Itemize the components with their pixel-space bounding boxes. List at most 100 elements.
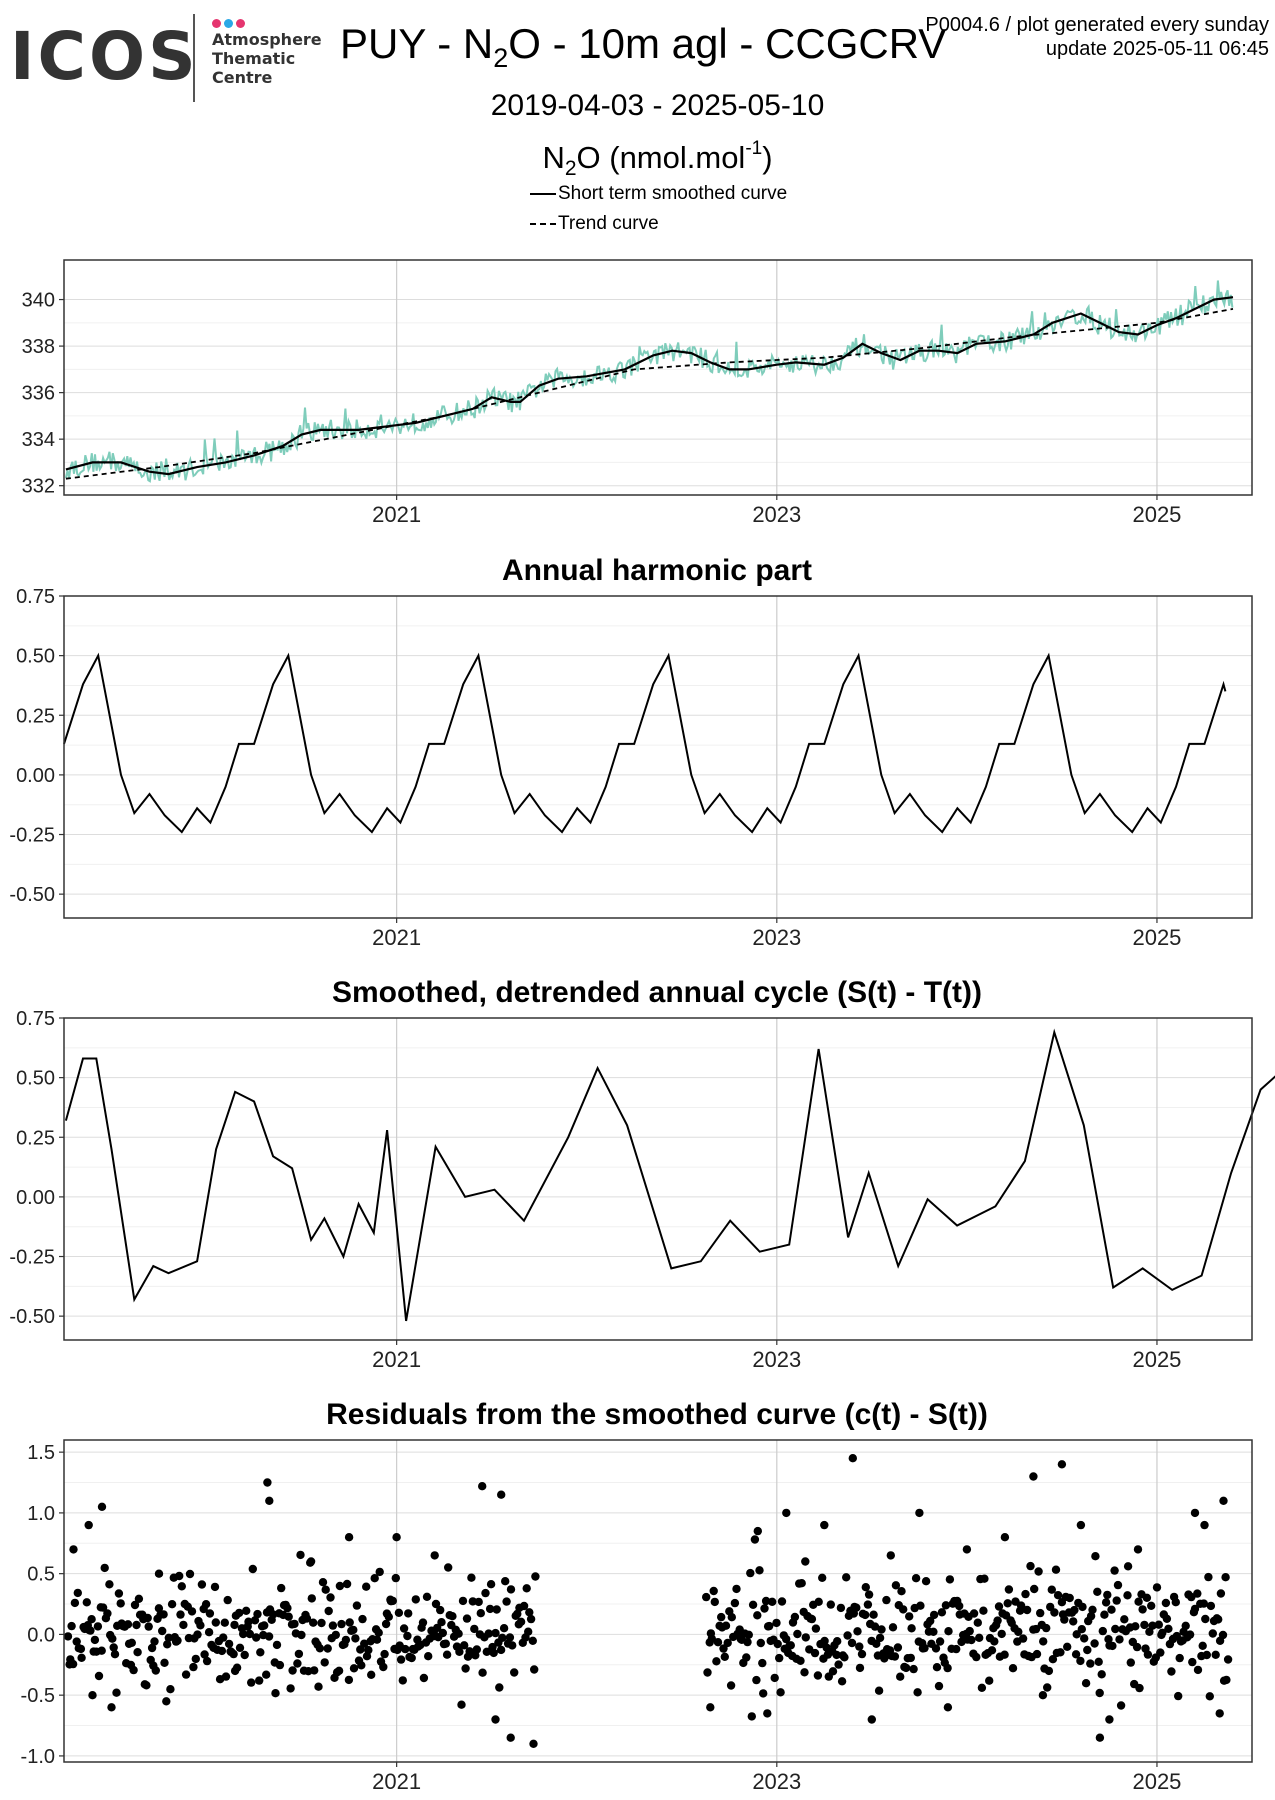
y-tick-label: 336	[22, 383, 55, 405]
y-tick-label: -0.5	[21, 1685, 55, 1707]
residual-point	[772, 1618, 781, 1628]
residual-point	[422, 1592, 432, 1602]
residual-point	[130, 1600, 140, 1610]
residual-point	[790, 1612, 800, 1622]
residual-point	[196, 1621, 205, 1630]
residual-point	[326, 1593, 335, 1602]
residual-point	[1038, 1691, 1048, 1700]
residual-point	[758, 1658, 767, 1668]
residual-point	[969, 1609, 979, 1618]
residual-point	[444, 1563, 453, 1572]
residual-point	[375, 1567, 384, 1577]
residual-point	[713, 1638, 723, 1647]
residual-point	[525, 1608, 534, 1617]
residual-point	[112, 1688, 121, 1697]
legend-item-trend: Trend curve	[530, 209, 787, 239]
residual-point	[486, 1580, 496, 1589]
residual-point	[154, 1604, 164, 1613]
residual-point	[1090, 1639, 1099, 1648]
residual-point	[448, 1612, 457, 1621]
residual-point	[1101, 1598, 1111, 1607]
residual-point	[890, 1652, 900, 1661]
residual-point	[932, 1663, 942, 1672]
residual-point	[1162, 1614, 1172, 1624]
residual-point	[861, 1610, 870, 1620]
residual-point	[1126, 1658, 1136, 1667]
y-tick-label: 0.75	[16, 586, 55, 608]
panel-title-residuals: Residuals from the smoothed curve (c(t) …	[326, 1398, 988, 1431]
residual-point	[498, 1633, 507, 1643]
x-tick-label: 2021	[372, 1769, 421, 1794]
residual-point	[801, 1557, 810, 1566]
y-tick-label: 0.75	[16, 1008, 55, 1030]
residual-point	[147, 1643, 157, 1653]
residual-point	[944, 1627, 953, 1636]
residual-point	[929, 1627, 938, 1637]
residual-point	[294, 1649, 304, 1659]
residual-point	[755, 1566, 764, 1575]
residual-point	[723, 1638, 732, 1648]
residual-point	[994, 1602, 1004, 1611]
residual-point	[886, 1551, 895, 1560]
residual-point	[328, 1621, 338, 1630]
residual-point	[360, 1639, 369, 1648]
residual-point	[179, 1620, 188, 1630]
residual-point	[1216, 1589, 1226, 1598]
residual-point	[1071, 1650, 1081, 1659]
residual-point	[800, 1668, 809, 1677]
residual-point	[337, 1619, 346, 1629]
residual-point	[1161, 1598, 1171, 1608]
residual-point	[1123, 1562, 1133, 1571]
residual-point	[211, 1618, 220, 1627]
residual-point	[744, 1630, 753, 1640]
residual-point	[943, 1663, 952, 1673]
residual-point	[364, 1645, 373, 1655]
residual-point	[235, 1608, 244, 1618]
residual-point	[247, 1678, 256, 1687]
residual-point	[84, 1520, 93, 1530]
residual-point	[177, 1582, 186, 1591]
residual-point	[840, 1653, 849, 1662]
residual-point	[114, 1589, 124, 1598]
logo-dot	[224, 19, 233, 28]
residual-point	[1091, 1552, 1100, 1561]
residual-point	[1107, 1605, 1116, 1614]
residual-point	[997, 1629, 1006, 1639]
residual-point	[358, 1614, 367, 1624]
residual-point	[357, 1661, 366, 1670]
residual-point	[874, 1686, 884, 1695]
residual-point	[1142, 1593, 1152, 1603]
residual-point	[159, 1610, 168, 1619]
residual-point	[442, 1650, 452, 1659]
panel-title-detrended: Smoothed, detrended annual cycle (S(t) -…	[331, 976, 983, 1009]
residual-point	[796, 1656, 805, 1666]
residual-point	[915, 1508, 924, 1518]
icos-logo: ICOS	[10, 18, 199, 95]
title-suffix: O - 10m agl - CCGCRV	[508, 20, 947, 67]
title-prefix: PUY - N	[340, 20, 494, 67]
y-tick-label: -0.50	[9, 1306, 55, 1328]
residual-point	[920, 1643, 929, 1653]
y-tick-label: 0.5	[27, 1564, 55, 1586]
residual-point	[1116, 1701, 1126, 1710]
residual-point	[407, 1653, 416, 1663]
residual-point	[324, 1606, 333, 1616]
residual-point	[980, 1574, 989, 1583]
panel-border	[63, 1017, 1253, 1341]
residual-point	[403, 1631, 412, 1641]
residual-point	[489, 1648, 498, 1658]
panel-border	[63, 595, 1253, 919]
residual-point	[167, 1600, 177, 1609]
residual-point	[293, 1659, 302, 1668]
residual-point	[173, 1636, 182, 1645]
residual-point	[707, 1634, 716, 1643]
residual-point	[926, 1616, 935, 1626]
residual-point	[531, 1572, 540, 1581]
residual-point	[1198, 1641, 1207, 1651]
residual-point	[129, 1665, 138, 1675]
residual-point	[288, 1666, 297, 1675]
legend-label: Trend curve	[558, 213, 659, 234]
residual-point	[1057, 1460, 1067, 1469]
residual-point	[1050, 1608, 1059, 1617]
residual-point	[773, 1639, 782, 1649]
